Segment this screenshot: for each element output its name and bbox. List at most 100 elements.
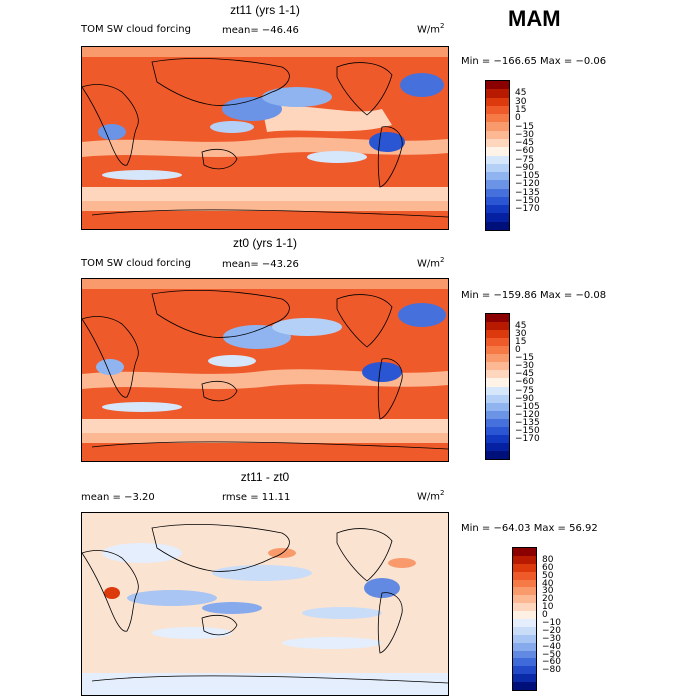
colorbar-swatch: [486, 418, 509, 428]
panel-2-natlantic-blue: [398, 303, 446, 327]
panel-2-field-label: TOM SW cloud forcing: [81, 258, 191, 269]
colorbar-label: −80: [542, 665, 561, 676]
panel-3-samerica-outline: [377, 592, 403, 654]
panel-1-australia-outline: [201, 148, 238, 170]
colorbar-label: −105: [515, 401, 540, 412]
colorbar-swatch: [513, 642, 536, 652]
panel-3-blob-4: [202, 602, 262, 614]
colorbar-label: 60: [542, 562, 554, 573]
panel-2-samerica-outline: [377, 358, 403, 420]
colorbar-swatch: [513, 587, 536, 596]
colorbar-swatch: [486, 155, 509, 165]
colorbar-swatch: [486, 330, 509, 339]
panel-1-antarctica-outline: [91, 209, 448, 218]
colorbar-label: 45: [515, 321, 527, 332]
colorbar-swatch: [513, 603, 536, 612]
panel-3-colorbar: 80 60 50 40 30 20 10 0 −10 −20 −30 −40 −50 −60 −80: [512, 547, 561, 691]
colorbar-swatch: [513, 571, 536, 581]
colorbar-swatch: [513, 619, 536, 628]
colorbar-label: 40: [542, 578, 554, 589]
panel-2-map: [81, 278, 449, 462]
colorbar-swatch: [486, 89, 509, 99]
panel-2-africa-blue: [96, 359, 124, 375]
colorbar-swatch: [486, 386, 509, 396]
panel-1-field-label: TOM SW cloud forcing: [81, 24, 191, 35]
panel-1-natlantic-blue: [400, 73, 444, 97]
panel-2-tropical-band: [82, 369, 448, 389]
panel-2-asia-outline: [151, 290, 290, 338]
panel-3-map-bg: [82, 513, 448, 695]
colorbar-swatch: [486, 147, 509, 156]
colorbar-swatch: [486, 180, 509, 190]
panel-3-map: [81, 512, 449, 696]
panel-3-blob-1: [102, 543, 182, 563]
colorbar-label: −170: [515, 204, 540, 215]
panel-3-namerica-outline: [336, 528, 393, 582]
panel-2-southern-ocean-band: [82, 419, 448, 433]
panel-1-indian-light: [102, 170, 182, 180]
colorbar-label: −150: [515, 196, 540, 207]
colorbar-swatch: [486, 426, 509, 436]
colorbar-label: −50: [542, 649, 561, 660]
panel-2-maritime-light: [208, 355, 256, 367]
colorbar-swatch: [486, 434, 509, 444]
colorbar-label: 30: [542, 586, 554, 597]
colorbar-label: 20: [542, 594, 554, 605]
colorbar-label: −75: [515, 154, 534, 165]
colorbar-label: −120: [515, 179, 540, 190]
colorbar-swatch: [486, 114, 509, 123]
colorbar-swatch: [486, 394, 509, 404]
panel-3-minmax: Min = −64.03 Max = 56.92: [461, 523, 598, 534]
panel-1-africa-outline: [82, 84, 139, 166]
panel-2-map-svg: [82, 279, 448, 461]
panel-1-maritime-blue: [210, 121, 254, 133]
colorbar-label: 45: [515, 88, 527, 99]
panel-2-southern-band-2: [82, 433, 448, 443]
panel-3-rmse: rmse = 11.11: [222, 492, 291, 503]
colorbar-label: −15: [515, 121, 534, 132]
colorbar-swatch: [486, 172, 509, 181]
colorbar-label: −30: [515, 361, 534, 372]
colorbar-label: 10: [542, 602, 554, 613]
panel-2-spacific-blue: [362, 362, 402, 382]
panel-3-africa-outline: [82, 550, 139, 632]
panel-2-arctic-band: [82, 279, 448, 289]
colorbar-label: 30: [515, 329, 527, 340]
panel-1-pacific-light: [262, 105, 392, 132]
panel-2-indian-light: [102, 402, 182, 412]
panel-3-title: zt11 - zt0: [240, 470, 290, 484]
panel-3-blob-6: [364, 578, 400, 598]
colorbar-label: 80: [542, 554, 554, 565]
colorbar-swatch: [513, 563, 536, 573]
colorbar-label: −60: [515, 146, 534, 157]
colorbar-swatch: [486, 410, 509, 420]
panel-1-arctic-band: [82, 47, 448, 57]
panel-3-blob-3: [127, 590, 217, 606]
colorbar-swatch: [513, 634, 536, 644]
colorbar-swatch: [513, 682, 536, 691]
colorbar-swatch: [513, 650, 536, 659]
season-title: MAM: [508, 6, 561, 31]
panel-2-australia-outline: [201, 380, 238, 402]
colorbar-swatch: [513, 674, 536, 683]
panel-1-samerica-outline: [377, 126, 403, 188]
colorbar-label: −40: [542, 641, 561, 652]
colorbar-swatch: [513, 611, 536, 620]
colorbar-label: −120: [515, 409, 540, 420]
colorbar-label: −45: [515, 138, 534, 149]
panel-1-spacific-blue: [369, 132, 405, 152]
colorbar-swatch: [486, 163, 509, 173]
panel-1-minmax: Min = −166.65 Max = −0.06: [461, 56, 607, 67]
panel-2-antarctica-outline: [91, 441, 448, 450]
colorbar-label: 0: [515, 113, 521, 124]
colorbar-swatch: [486, 122, 509, 132]
colorbar-label: 15: [515, 104, 527, 115]
colorbar-swatch: [513, 548, 536, 557]
panel-2-coastlines: [82, 290, 448, 450]
colorbar-swatch: [486, 322, 509, 331]
panel-3-south-band: [82, 673, 448, 695]
panel-1-asia-outline: [151, 58, 290, 106]
colorbar-label: −60: [515, 377, 534, 388]
panel-1-tropical-band: [82, 137, 448, 157]
colorbar-swatch: [486, 196, 509, 206]
